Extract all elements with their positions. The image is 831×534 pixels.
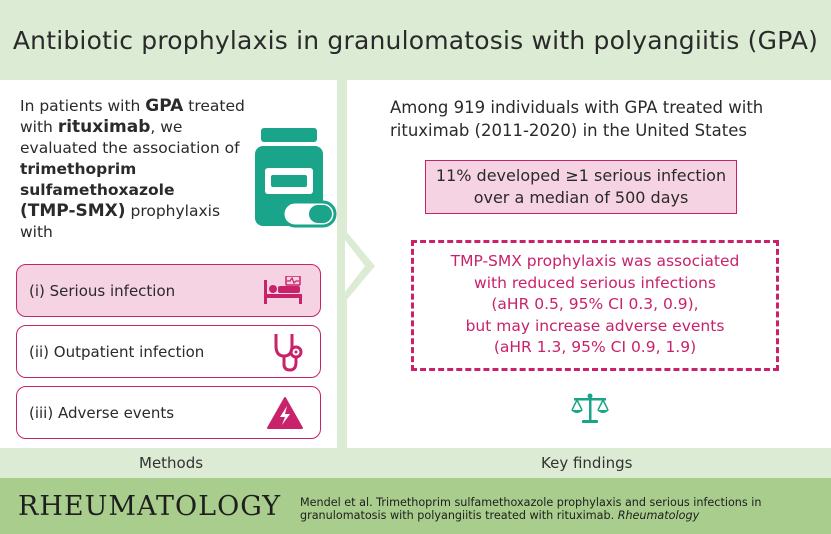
warning-lightning-icon — [267, 396, 303, 429]
journal-logo: RHEUMATOLOGY — [18, 491, 282, 522]
citation-text: Mendel et al. Trimethoprim sulfamethoxaz… — [300, 496, 762, 522]
drug-abbrev: (TMP-SMX) — [20, 201, 126, 221]
result-line: with reduced serious infections — [474, 273, 716, 292]
section-label-bar — [0, 448, 831, 478]
outcome-label: (iii) Adverse events — [29, 403, 175, 422]
outcome-serious-infection: (i) Serious infection — [16, 264, 321, 317]
outcome-label: (ii) Outpatient infection — [29, 342, 205, 361]
outcome-adverse-events: (iii) Adverse events — [16, 386, 321, 439]
result-line: TMP-SMX prophylaxis was associated — [450, 252, 740, 270]
methods-label: Methods — [139, 454, 204, 472]
result-line: (aHR 0.5, 95% CI 0.3, 0.9), — [491, 295, 699, 313]
result-line: (aHR 1.3, 95% CI 0.9, 1.9) — [493, 338, 697, 356]
page-title: Antibiotic prophylaxis in granulomatosis… — [12, 25, 819, 55]
divider-arrow-inner — [345, 240, 365, 292]
result-line: but may increase adverse events — [465, 316, 725, 335]
stethoscope-icon — [274, 333, 303, 372]
drug-term-1: trimethoprim — [20, 160, 137, 178]
footer — [0, 478, 831, 534]
serious-infection-rate-box: 11% developed ≥1 serious infection over … — [425, 160, 737, 214]
hospital-bed-icon — [264, 275, 302, 304]
citation-journal: Rheumatology — [617, 509, 700, 522]
key-findings-label: Key findings — [541, 454, 633, 472]
panel-divider — [337, 80, 347, 448]
drug-term-2: sulfamethoxazole — [20, 181, 175, 199]
gpa-term: GPA — [145, 96, 184, 116]
title-bar: Antibiotic prophylaxis in granulomatosis… — [0, 0, 831, 80]
rituximab-term: rituximab — [57, 117, 151, 137]
prophylaxis-result-box: TMP-SMX prophylaxis was associated with … — [411, 240, 779, 371]
pill-bottle-icon — [255, 128, 337, 228]
outcome-label: (i) Serious infection — [29, 281, 176, 300]
findings-intro-text: Among 919 individuals with GPA treated w… — [390, 98, 764, 140]
outcome-outpatient-infection: (ii) Outpatient infection — [16, 325, 321, 378]
balance-scale-icon — [571, 393, 609, 423]
methods-intro-text: In patients with GPA treated with rituxi… — [20, 96, 245, 241]
